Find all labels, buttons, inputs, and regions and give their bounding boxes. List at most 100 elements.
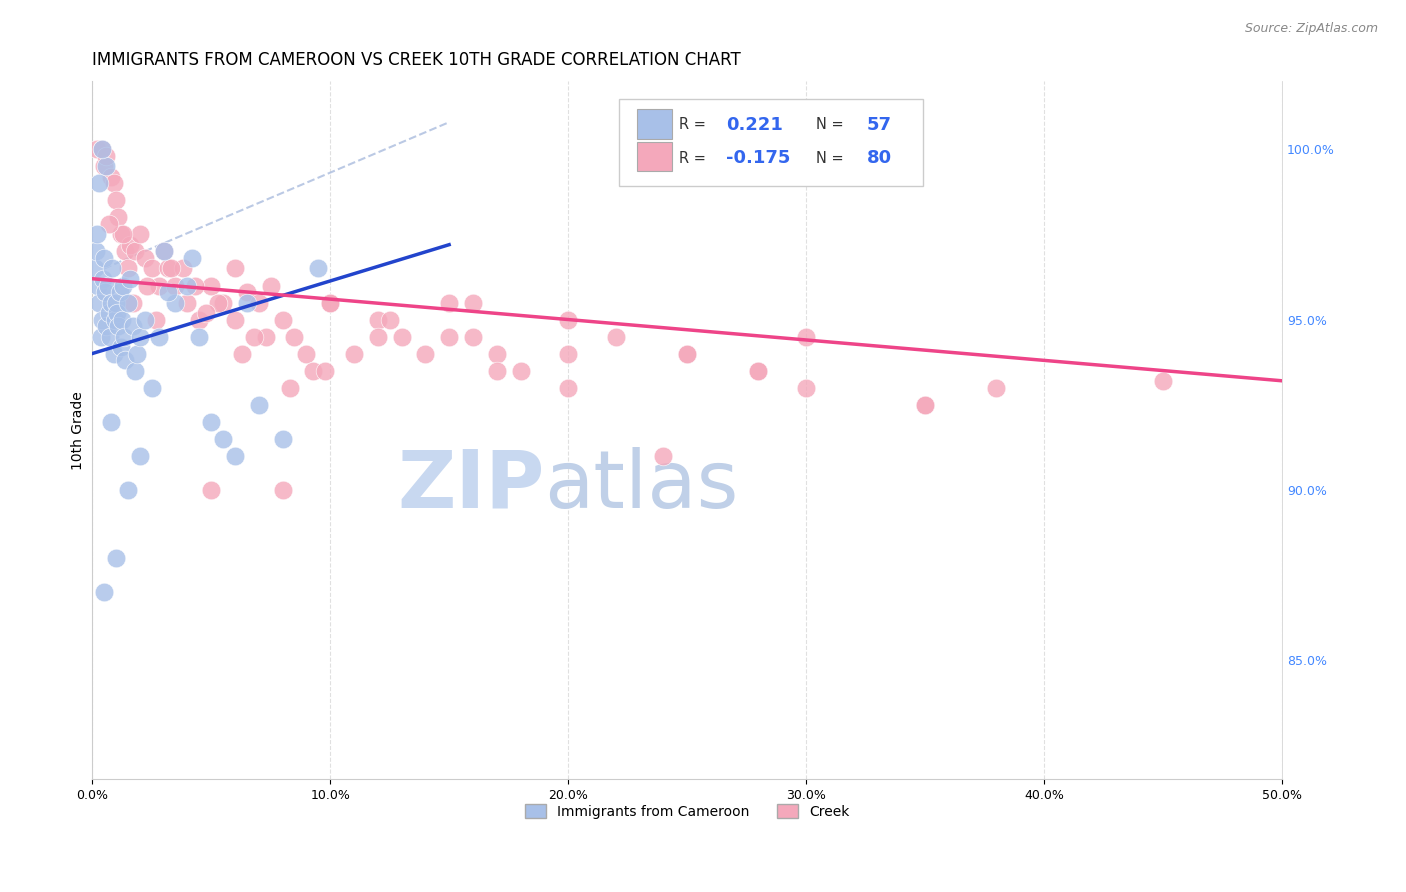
Point	[557, 381, 579, 395]
Point	[87, 278, 110, 293]
Point	[120, 237, 142, 252]
Point	[128, 449, 150, 463]
Point	[207, 295, 229, 310]
Text: IMMIGRANTS FROM CAMEROON VS CREEK 10TH GRADE CORRELATION CHART: IMMIGRANTS FROM CAMEROON VS CREEK 10TH G…	[93, 51, 741, 69]
Text: 0.221: 0.221	[727, 116, 783, 134]
Point	[165, 295, 187, 310]
Point	[83, 261, 105, 276]
FancyBboxPatch shape	[637, 142, 672, 171]
Point	[86, 142, 108, 156]
Point	[485, 346, 508, 360]
Point	[676, 346, 699, 360]
Point	[124, 363, 146, 377]
Point	[378, 312, 401, 326]
Point	[117, 295, 139, 310]
Point	[93, 584, 115, 599]
Point	[100, 169, 122, 184]
Point	[195, 306, 218, 320]
Point	[90, 142, 112, 156]
Point	[89, 295, 111, 310]
Point	[114, 244, 136, 259]
Point	[91, 271, 114, 285]
Point	[90, 142, 112, 156]
Point	[260, 278, 283, 293]
Point	[105, 306, 128, 320]
Point	[283, 329, 305, 343]
Point	[152, 244, 174, 259]
Point	[103, 346, 125, 360]
Point	[200, 415, 222, 429]
Point	[200, 483, 222, 497]
Point	[128, 227, 150, 242]
Point	[254, 329, 277, 343]
Point	[104, 295, 127, 310]
Point	[247, 295, 270, 310]
Point	[509, 363, 531, 377]
Point	[557, 312, 579, 326]
Point	[134, 312, 156, 326]
Point	[243, 329, 266, 343]
Point	[652, 449, 675, 463]
Point	[148, 278, 170, 293]
Point	[437, 295, 460, 310]
Point	[172, 261, 194, 276]
Point	[176, 295, 198, 310]
Point	[794, 381, 817, 395]
Point	[415, 346, 437, 360]
Point	[557, 346, 579, 360]
Point	[271, 312, 294, 326]
Point	[1152, 374, 1174, 388]
Point	[307, 261, 329, 276]
Point	[188, 329, 211, 343]
Y-axis label: 10th Grade: 10th Grade	[72, 391, 86, 469]
Text: R =: R =	[679, 117, 710, 132]
Point	[117, 261, 139, 276]
Point	[188, 312, 211, 326]
Point	[271, 432, 294, 446]
Point	[111, 312, 134, 326]
Point	[676, 346, 699, 360]
Point	[124, 244, 146, 259]
Text: N =: N =	[815, 117, 848, 132]
Point	[103, 177, 125, 191]
Text: ZIP: ZIP	[396, 447, 544, 524]
Point	[747, 363, 769, 377]
Point	[271, 483, 294, 497]
Point	[485, 363, 508, 377]
Point	[319, 295, 342, 310]
Point	[89, 177, 111, 191]
Point	[121, 295, 143, 310]
Point	[367, 312, 389, 326]
Point	[135, 278, 157, 293]
Text: 80: 80	[866, 149, 891, 167]
Text: -0.175: -0.175	[727, 149, 790, 167]
Text: 57: 57	[866, 116, 891, 134]
Point	[461, 295, 484, 310]
Point	[181, 252, 204, 266]
Point	[104, 550, 127, 565]
Text: atlas: atlas	[544, 447, 738, 524]
Point	[605, 329, 627, 343]
Point	[212, 295, 235, 310]
Point	[391, 329, 413, 343]
Point	[100, 415, 122, 429]
Point	[128, 329, 150, 343]
Point	[914, 398, 936, 412]
Point	[200, 278, 222, 293]
Point	[120, 271, 142, 285]
Point	[84, 244, 107, 259]
Point	[121, 319, 143, 334]
Point	[278, 381, 301, 395]
Point	[224, 312, 246, 326]
FancyBboxPatch shape	[637, 109, 672, 138]
Point	[114, 353, 136, 368]
Point	[224, 449, 246, 463]
Point	[97, 278, 120, 293]
Point	[183, 278, 205, 293]
Point	[236, 285, 259, 300]
Point	[112, 329, 135, 343]
Point	[152, 244, 174, 259]
Point	[89, 329, 111, 343]
Point	[914, 398, 936, 412]
Point	[97, 306, 120, 320]
